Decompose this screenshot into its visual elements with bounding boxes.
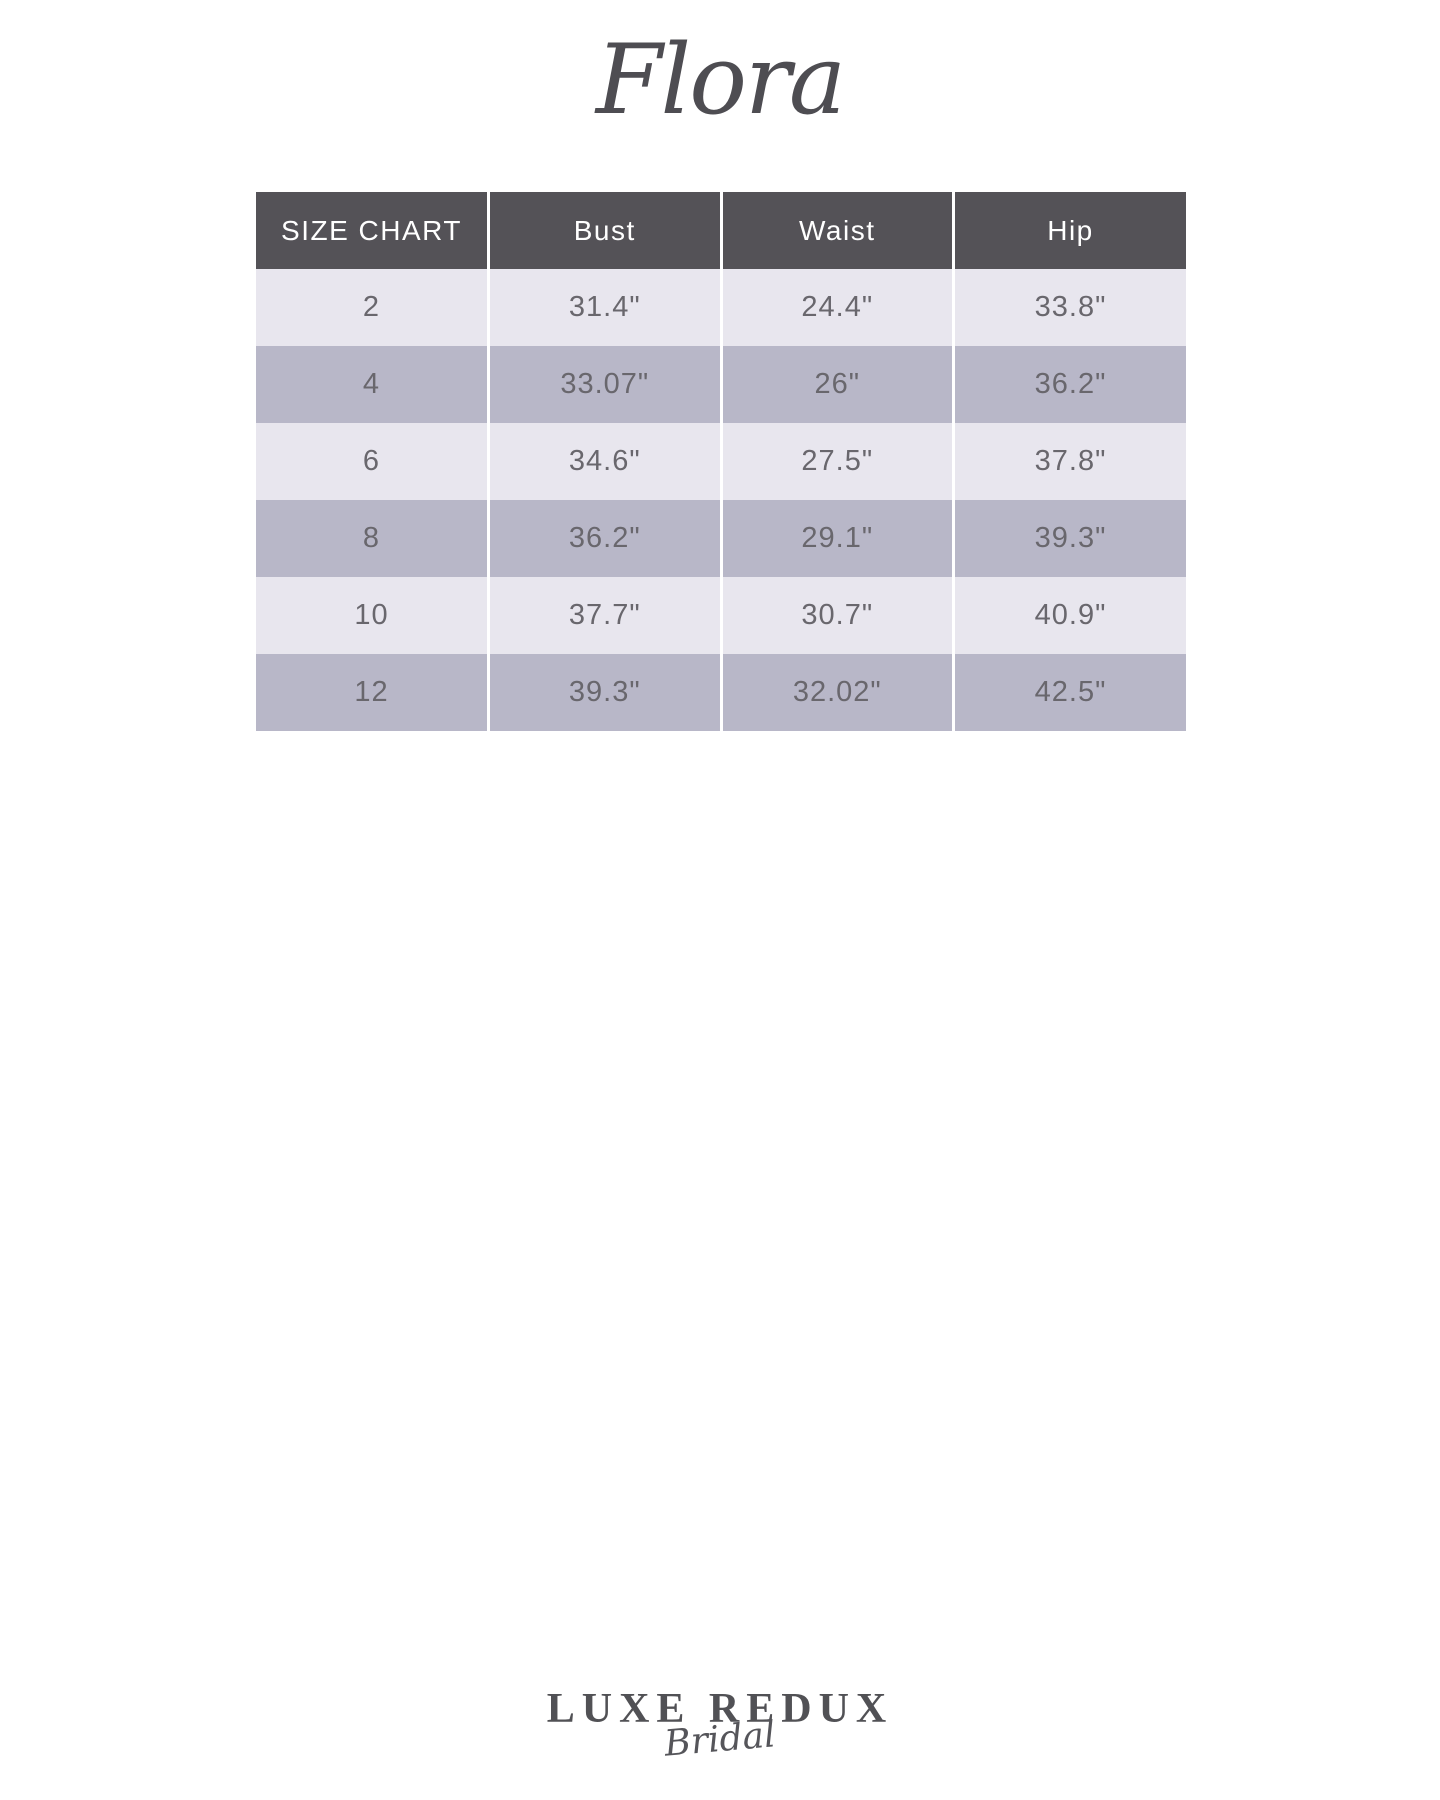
bust-cell: 37.7"	[487, 577, 721, 654]
column-header-hip: Hip	[952, 192, 1186, 269]
hip-cell: 42.5"	[952, 654, 1186, 731]
hip-cell: 39.3"	[952, 500, 1186, 577]
waist-cell: 32.02"	[719, 654, 954, 731]
waist-cell: 26"	[719, 346, 954, 423]
size-cell: 10	[256, 577, 489, 654]
column-header-waist: Waist	[719, 192, 954, 269]
size-cell: 6	[256, 423, 489, 500]
size-chart-header-row: SIZE CHART Bust Waist Hip	[256, 192, 1186, 269]
waist-cell: 30.7"	[719, 577, 954, 654]
bust-cell: 39.3"	[487, 654, 721, 731]
size-row-8: 8 36.2" 29.1" 39.3"	[256, 500, 1186, 577]
bust-cell: 36.2"	[487, 500, 721, 577]
size-cell: 8	[256, 500, 489, 577]
bust-cell: 33.07"	[487, 346, 721, 423]
waist-cell: 27.5"	[719, 423, 954, 500]
bust-cell: 34.6"	[487, 423, 721, 500]
brand-logo-wordmark: LUXE REDUX	[546, 1686, 894, 1732]
bust-cell: 31.4"	[487, 269, 721, 346]
size-row-2: 2 31.4" 24.4" 33.8"	[256, 269, 1186, 346]
size-row-12: 12 39.3" 32.02" 42.5"	[256, 654, 1186, 731]
column-header-bust: Bust	[487, 192, 721, 269]
size-cell: 4	[256, 346, 489, 423]
brand-logo: LUXE REDUX Bridal	[0, 1686, 1440, 1765]
size-row-6: 6 34.6" 27.5" 37.8"	[256, 423, 1186, 500]
size-cell: 12	[256, 654, 489, 731]
hip-cell: 40.9"	[952, 577, 1186, 654]
size-row-10: 10 37.7" 30.7" 40.9"	[256, 577, 1186, 654]
hip-cell: 37.8"	[952, 423, 1186, 500]
size-cell: 2	[256, 269, 489, 346]
column-header-size: SIZE CHART	[256, 192, 489, 269]
size-row-4: 4 33.07" 26" 36.2"	[256, 346, 1186, 423]
hip-cell: 33.8"	[952, 269, 1186, 346]
waist-cell: 29.1"	[719, 500, 954, 577]
waist-cell: 24.4"	[719, 269, 954, 346]
hip-cell: 36.2"	[952, 346, 1186, 423]
size-chart-container: SIZE CHART Bust Waist Hip 2 31.4" 24.4" …	[256, 192, 1186, 731]
page-title: Flora	[595, 24, 846, 136]
size-chart-table: SIZE CHART Bust Waist Hip 2 31.4" 24.4" …	[256, 192, 1186, 731]
